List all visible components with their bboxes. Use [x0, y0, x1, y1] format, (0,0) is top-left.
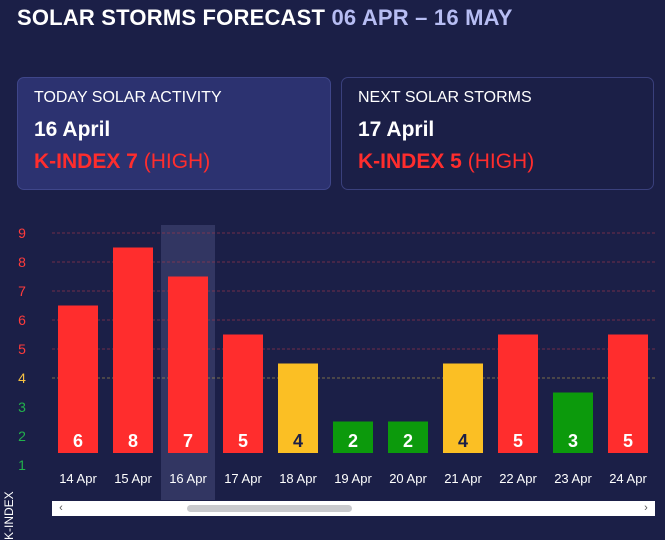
x-tick-label: 14 Apr	[59, 471, 97, 486]
today-k-index-value: K-INDEX 7	[34, 150, 138, 173]
bar	[333, 421, 373, 453]
today-k-index-level: (HIGH)	[143, 150, 211, 173]
x-tick-label: 23 Apr	[554, 471, 592, 486]
scrollbar-thumb[interactable]	[187, 505, 352, 512]
bar-value-label: 2	[348, 431, 358, 451]
y-tick-label: 2	[18, 428, 26, 444]
bar-value-label: 3	[568, 431, 578, 451]
page-title: SOLAR STORMS FORECAST 06 APR – 16 MAY	[17, 5, 513, 31]
bar	[113, 247, 153, 453]
bar	[278, 363, 318, 453]
bar	[168, 276, 208, 453]
bar	[498, 334, 538, 453]
bar	[58, 305, 98, 453]
x-tick-label: 22 Apr	[499, 471, 537, 486]
y-axis-label: K-INDEX	[2, 491, 16, 540]
y-tick-label: 4	[18, 370, 26, 386]
next-storms-card: NEXT SOLAR STORMS 17 April K-INDEX 5 (HI…	[341, 77, 654, 190]
y-tick-label: 5	[18, 341, 26, 357]
x-tick-label: 19 Apr	[334, 471, 372, 486]
today-card-heading: TODAY SOLAR ACTIVITY	[34, 89, 222, 106]
bar	[608, 334, 648, 453]
bar-value-label: 5	[238, 431, 248, 451]
y-tick-label: 7	[18, 283, 26, 299]
next-card-heading: NEXT SOLAR STORMS	[358, 89, 532, 106]
x-tick-label: 17 Apr	[224, 471, 262, 486]
scroll-left-icon[interactable]: ‹	[59, 502, 63, 514]
scroll-right-icon[interactable]: ›	[644, 502, 648, 514]
k-index-bar-chart: 1 2 3 4 5 6 7 8 9 6 14 Apr 8 15 Apr 7 16 Apr 5 17 Apr 4 18…	[18, 225, 655, 500]
y-tick-label: 8	[18, 254, 26, 270]
bar	[553, 392, 593, 453]
x-tick-label: 18 Apr	[279, 471, 317, 486]
bar-value-label: 6	[73, 431, 83, 451]
bar	[388, 421, 428, 453]
y-tick-label: 3	[18, 399, 26, 415]
y-tick-label: 1	[18, 457, 26, 473]
title-date-range: 06 APR – 16 MAY	[331, 5, 513, 30]
chart-horizontal-scrollbar[interactable]: ‹ ›	[52, 501, 655, 516]
x-tick-label: 16 Apr	[169, 471, 207, 486]
next-card-date: 17 April	[358, 118, 435, 141]
bar-value-label: 4	[293, 431, 303, 451]
today-activity-card: TODAY SOLAR ACTIVITY 16 April K-INDEX 7 …	[17, 77, 331, 190]
x-tick-label: 24 Apr	[609, 471, 647, 486]
next-k-index: K-INDEX 5 (HIGH)	[358, 150, 637, 174]
today-card-date: 16 April	[34, 118, 111, 141]
bar-value-label: 8	[128, 431, 138, 451]
x-tick-label: 15 Apr	[114, 471, 152, 486]
bar	[223, 334, 263, 453]
bar-value-label: 4	[458, 431, 468, 451]
next-k-index-value: K-INDEX 5	[358, 150, 462, 173]
bar-value-label: 5	[623, 431, 633, 451]
bar	[443, 363, 483, 453]
today-k-index: K-INDEX 7 (HIGH)	[34, 150, 314, 174]
bar-value-label: 7	[183, 431, 193, 451]
y-tick-label: 6	[18, 312, 26, 328]
title-main: SOLAR STORMS FORECAST	[17, 5, 326, 30]
bar-value-label: 5	[513, 431, 523, 451]
y-tick-label: 9	[18, 225, 26, 241]
bar-value-label: 2	[403, 431, 413, 451]
x-tick-label: 20 Apr	[389, 471, 427, 486]
next-k-index-level: (HIGH)	[467, 150, 535, 173]
x-tick-label: 21 Apr	[444, 471, 482, 486]
